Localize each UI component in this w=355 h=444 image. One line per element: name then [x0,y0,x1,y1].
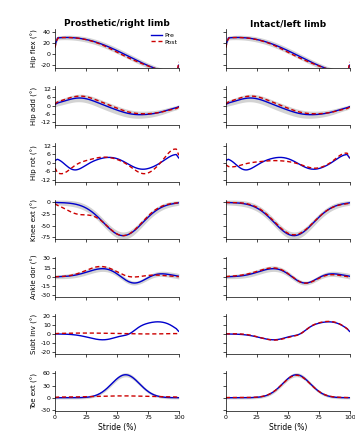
Y-axis label: Knee ext (°): Knee ext (°) [31,199,38,241]
Y-axis label: Hip flex (°): Hip flex (°) [31,30,38,67]
Y-axis label: Toe ext (°): Toe ext (°) [31,373,38,409]
Y-axis label: Subt inv (°): Subt inv (°) [31,314,38,354]
X-axis label: Stride (%): Stride (%) [269,423,307,432]
Y-axis label: Hip add (°): Hip add (°) [31,87,38,125]
X-axis label: Stride (%): Stride (%) [98,423,136,432]
Legend: Pre, Post: Pre, Post [150,32,178,45]
Title: Prosthetic/right limb: Prosthetic/right limb [64,19,170,28]
Title: Intact/left limb: Intact/left limb [250,19,326,28]
Y-axis label: Hip rot (°): Hip rot (°) [31,145,38,180]
Y-axis label: Ankle dor (°): Ankle dor (°) [31,254,38,299]
